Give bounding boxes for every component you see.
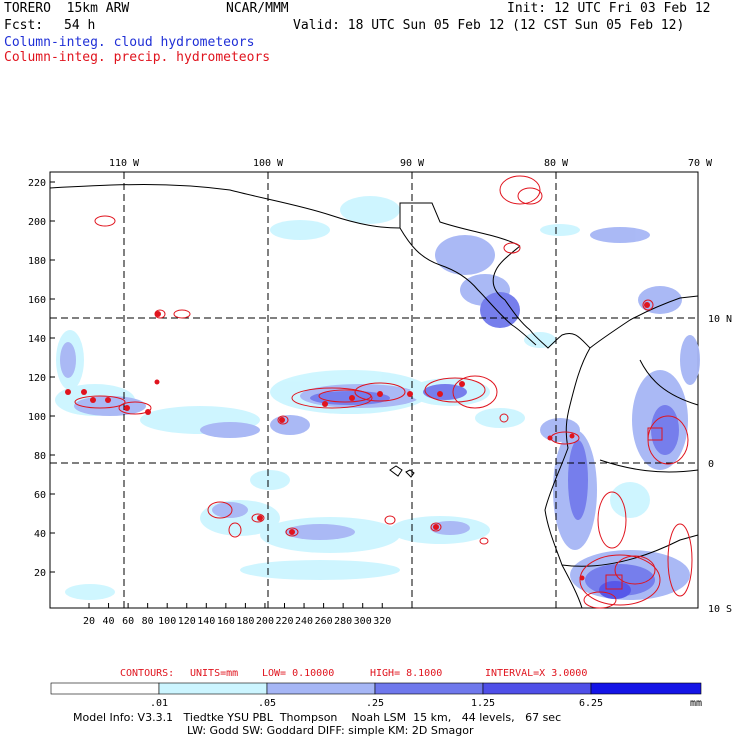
precip-cores bbox=[65, 302, 650, 581]
colorbar-unit: mm bbox=[690, 698, 702, 709]
y-tick-label: 140 bbox=[28, 334, 46, 345]
x-tick-label: 300 bbox=[354, 616, 372, 627]
x-tick-label: 140 bbox=[197, 616, 215, 627]
x-tick-label: 20 bbox=[83, 616, 95, 627]
lat-label-10n: 10 N bbox=[708, 314, 732, 325]
colorbar-label: 1.25 bbox=[471, 698, 495, 709]
colorbar-swatch bbox=[266, 682, 376, 695]
forecast-label: Fcst: bbox=[4, 18, 44, 33]
x-tick-label: 100 bbox=[158, 616, 176, 627]
contour-info-interval: INTERVAL=X 3.0000 bbox=[485, 668, 587, 679]
coastlines bbox=[49, 184, 699, 609]
precip-contours bbox=[74, 175, 693, 609]
lat-label-10s: 10 S bbox=[708, 604, 732, 615]
colorbar-label: 6.25 bbox=[579, 698, 603, 709]
x-tick-label: 60 bbox=[122, 616, 134, 627]
forecast-hour: 54 h bbox=[64, 18, 96, 33]
y-tick-label: 200 bbox=[28, 217, 46, 228]
y-tick-label: 220 bbox=[28, 178, 46, 189]
lon-label-90w: 90 W bbox=[400, 158, 425, 169]
contour-info-label: CONTOURS: bbox=[120, 668, 174, 679]
lat-lon-grid bbox=[50, 172, 698, 608]
x-tick-label: 240 bbox=[295, 616, 313, 627]
x-tick-label: 180 bbox=[236, 616, 254, 627]
contour-info: CONTOURS: UNITS=mm LOW= 0.10000 HIGH= 8.… bbox=[120, 668, 587, 679]
colorbar: .01 .05 .25 1.25 6.25 bbox=[50, 682, 702, 709]
x-tick-label: 80 bbox=[142, 616, 154, 627]
contour-info-high: HIGH= 8.1000 bbox=[370, 668, 442, 679]
colorbar-label: .01 bbox=[150, 698, 168, 709]
colorbar-swatch bbox=[590, 682, 702, 695]
x-tick-label: 40 bbox=[103, 616, 115, 627]
field-precip-hydrometeors: Column-integ. precip. hydrometeors bbox=[4, 50, 271, 65]
x-tick-label: 260 bbox=[315, 616, 333, 627]
init-time: Init: 12 UTC Fri 03 Feb 12 bbox=[507, 1, 711, 16]
y-axis: 220 200 180 160 140 120 100 80 60 40 20 bbox=[28, 178, 55, 579]
lon-label-110w: 110 W bbox=[109, 158, 140, 169]
footer-physics-info: LW: Godd SW: Goddard DIFF: simple KM: 2D… bbox=[187, 724, 474, 737]
y-tick-label: 80 bbox=[34, 451, 46, 462]
center-title: NCAR/MMM bbox=[226, 1, 289, 16]
colorbar-label: .25 bbox=[366, 698, 384, 709]
lon-label-100w: 100 W bbox=[253, 158, 284, 169]
x-tick-label: 280 bbox=[334, 616, 352, 627]
y-tick-label: 60 bbox=[34, 490, 46, 501]
y-tick-label: 100 bbox=[28, 412, 46, 423]
colorbar-label: .05 bbox=[258, 698, 276, 709]
lat-label-0: 0 bbox=[708, 459, 714, 470]
x-tick-label: 320 bbox=[373, 616, 391, 627]
x-axis: 20 40 60 80 100 120 140 160 180 200 220 240 260 280 30… bbox=[83, 603, 391, 627]
x-tick-label: 160 bbox=[217, 616, 235, 627]
lon-label-70w: 70 W bbox=[688, 158, 713, 169]
x-tick-label: 120 bbox=[178, 616, 196, 627]
x-tick-label: 200 bbox=[256, 616, 274, 627]
contour-info-low: LOW= 0.10000 bbox=[262, 668, 334, 679]
y-tick-label: 20 bbox=[34, 568, 46, 579]
colorbar-swatch bbox=[482, 682, 592, 695]
y-tick-label: 120 bbox=[28, 373, 46, 384]
y-tick-label: 180 bbox=[28, 256, 46, 267]
y-tick-label: 160 bbox=[28, 295, 46, 306]
colorbar-swatch bbox=[50, 682, 160, 695]
x-tick-label: 220 bbox=[275, 616, 293, 627]
field-cloud-hydrometeors: Column-integ. cloud hydrometeors bbox=[4, 35, 255, 50]
model-title: TORERO 15km ARW bbox=[4, 1, 130, 16]
contour-info-units: UNITS=mm bbox=[190, 668, 238, 679]
y-tick-label: 40 bbox=[34, 529, 46, 540]
colorbar-swatch bbox=[374, 682, 484, 695]
lon-label-80w: 80 W bbox=[544, 158, 569, 169]
valid-time: Valid: 18 UTC Sun 05 Feb 12 (12 CST Sun … bbox=[293, 18, 685, 33]
footer-model-info: Model Info: V3.3.1 Tiedtke YSU PBL Thomp… bbox=[73, 711, 562, 724]
colorbar-swatch bbox=[158, 682, 268, 695]
